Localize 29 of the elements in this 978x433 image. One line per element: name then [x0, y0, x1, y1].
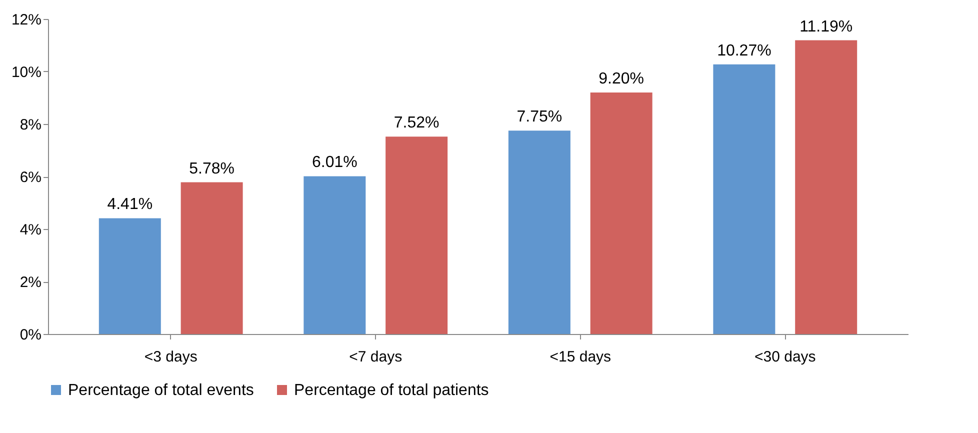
bar: [795, 40, 858, 334]
bar: [386, 136, 448, 334]
y-tick-label: 8%: [20, 116, 42, 134]
data-label: 5.78%: [189, 160, 234, 178]
x-tick-label: <15 days: [550, 348, 612, 366]
data-label: 6.01%: [312, 154, 358, 172]
data-label: 10.27%: [717, 42, 772, 60]
legend-label: Percentage of total events: [68, 382, 254, 399]
bar: [304, 176, 366, 334]
y-tick-label: 10%: [11, 64, 42, 81]
y-tick-label: 2%: [20, 274, 42, 291]
legend-label: Percentage of total patients: [294, 382, 489, 399]
y-tick-label: 6%: [20, 169, 42, 186]
data-label: 9.20%: [598, 70, 644, 88]
data-label: 4.41%: [107, 196, 153, 214]
data-label: 7.52%: [394, 114, 440, 132]
y-tick-label: 12%: [11, 12, 42, 28]
x-tick-label: <30 days: [754, 348, 816, 366]
bar: [590, 92, 652, 334]
bar: [713, 64, 776, 334]
bar: [180, 182, 243, 334]
data-label: 11.19%: [800, 18, 853, 36]
bar: [98, 218, 161, 334]
y-tick-label: 0%: [20, 326, 42, 344]
x-tick-label: <3 days: [144, 348, 198, 366]
y-tick-label: 4%: [20, 222, 42, 238]
data-label: 7.75%: [516, 108, 562, 126]
x-tick-label: <7 days: [349, 348, 402, 366]
bar: [508, 130, 570, 334]
